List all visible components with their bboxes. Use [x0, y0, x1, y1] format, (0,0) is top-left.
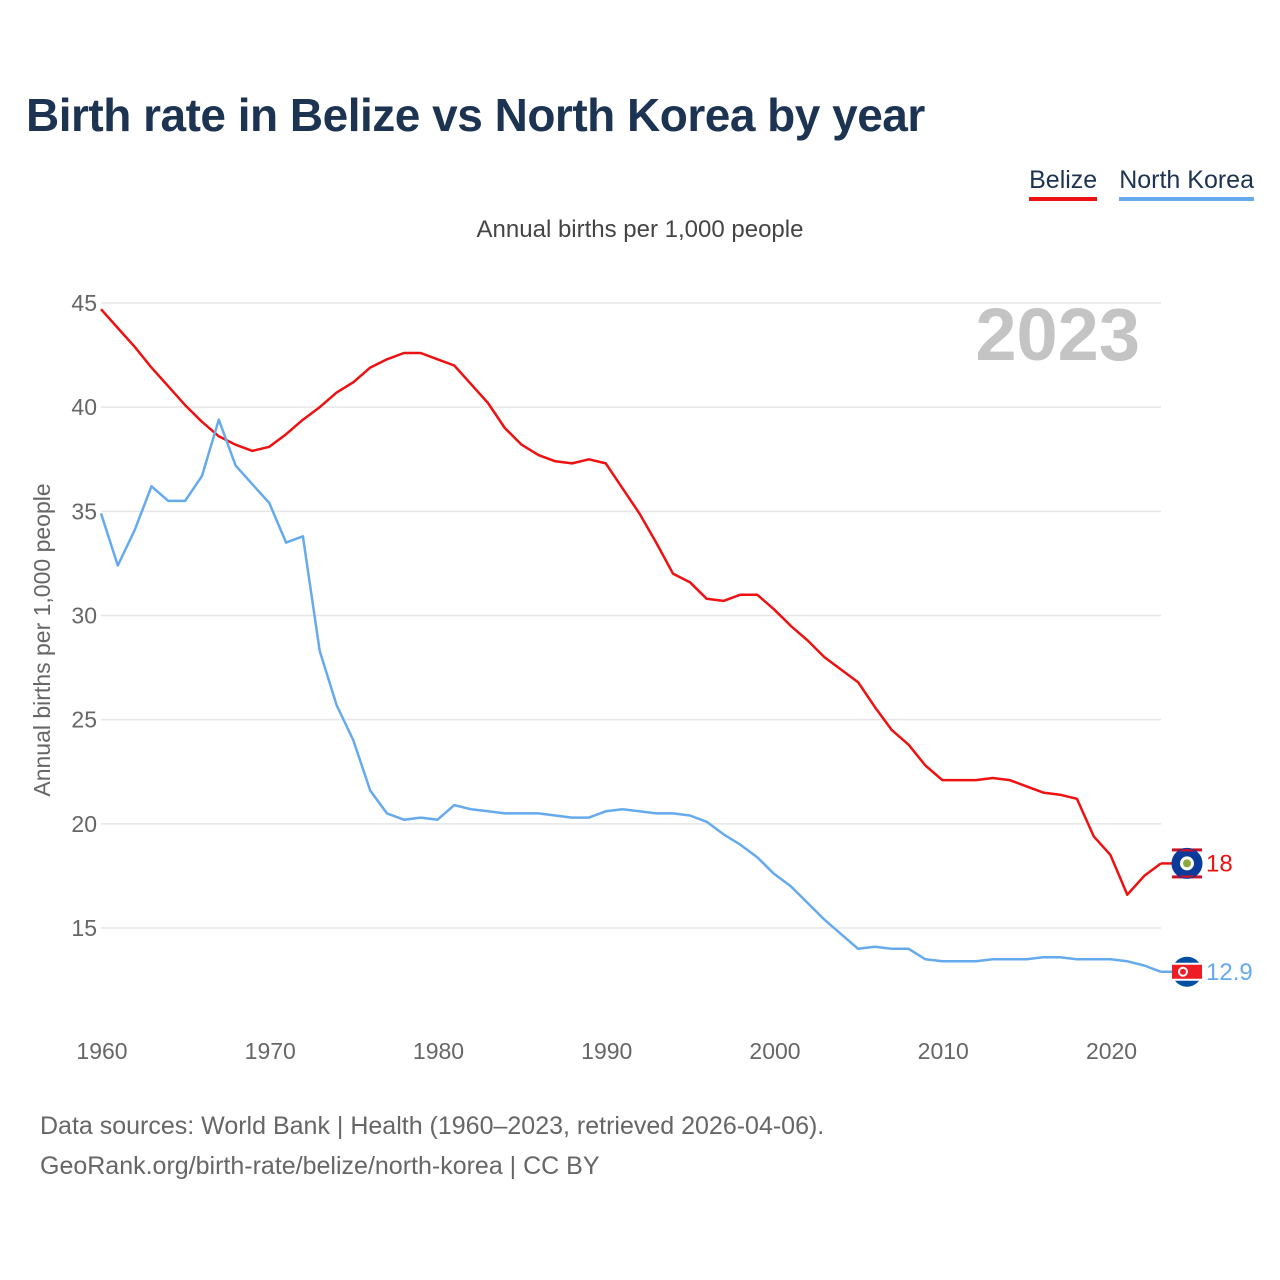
- grid-lines: [101, 302, 1161, 929]
- y-axis-ticks: 15 20 25 30 35 40 45: [71, 290, 97, 941]
- chart-subtitle: Annual births per 1,000 people: [476, 216, 804, 243]
- series-end-label-north-korea: 12.9: [1206, 959, 1253, 986]
- y-tick-label: 20: [71, 811, 97, 837]
- footer-link[interactable]: GeoRank.org/birth-rate/belize/north-kore…: [40, 1152, 600, 1180]
- y-tick-label: 25: [71, 707, 97, 733]
- series-line-belize: [100, 308, 1162, 896]
- legend-item-belize[interactable]: Belize: [1029, 166, 1098, 201]
- y-axis-label: Annual births per 1,000 people: [29, 483, 55, 796]
- x-tick-label: 1980: [413, 1038, 464, 1064]
- legend-item-north-korea[interactable]: North Korea: [1119, 166, 1254, 201]
- series-line-north-korea: [99, 418, 1162, 973]
- series-lines: [99, 308, 1162, 973]
- year-watermark: 2023: [975, 293, 1140, 376]
- x-tick-label: 2000: [749, 1038, 800, 1064]
- x-tick-label: 1990: [581, 1038, 632, 1064]
- y-tick-label: 45: [71, 290, 97, 316]
- series-end-markers: 18 12.9: [1161, 847, 1253, 987]
- x-tick-label: 2020: [1086, 1038, 1137, 1064]
- y-tick-label: 15: [71, 915, 97, 941]
- legend: Belize North Korea: [1029, 166, 1254, 201]
- footer: Data sources: World Bank | Health (1960–…: [40, 1106, 824, 1186]
- x-axis-ticks: 1960 1970 1980 1990 2000 2010 2020: [76, 1038, 1137, 1064]
- x-tick-label: 2010: [918, 1038, 969, 1064]
- north-korea-flag-icon: [1172, 956, 1202, 987]
- footer-sources: Data sources: World Bank | Health (1960–…: [40, 1112, 825, 1140]
- x-tick-label: 1960: [76, 1038, 127, 1064]
- belize-flag-icon: [1171, 847, 1203, 879]
- y-tick-label: 30: [71, 603, 97, 629]
- x-tick-label: 1970: [245, 1038, 296, 1064]
- series-end-label-belize: 18: [1206, 850, 1233, 877]
- chart-title: Birth rate in Belize vs North Korea by y…: [26, 89, 925, 141]
- y-tick-label: 40: [71, 394, 97, 420]
- y-tick-label: 35: [71, 498, 97, 524]
